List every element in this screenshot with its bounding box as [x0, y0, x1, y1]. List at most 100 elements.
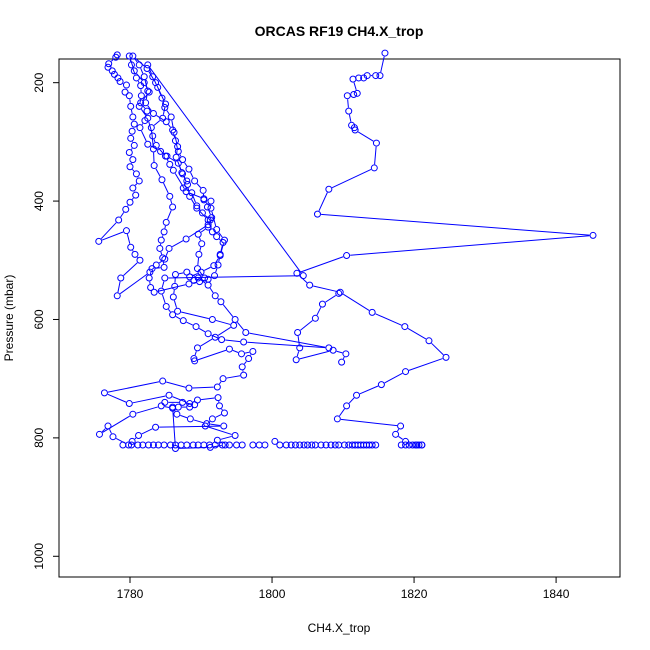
plot-frame — [58, 58, 621, 578]
data-point — [152, 261, 160, 269]
series-line-segment — [226, 375, 241, 379]
series-line-segment — [331, 169, 372, 189]
series-line-segment — [215, 414, 222, 418]
data-point — [143, 64, 151, 72]
data-point — [311, 314, 319, 322]
series-line-segment — [178, 272, 184, 275]
series-line-segment — [220, 435, 232, 440]
series-line-segment — [198, 210, 206, 218]
data-point — [104, 63, 112, 71]
data-point — [179, 317, 187, 325]
series-line-segment — [167, 210, 172, 220]
data-point — [333, 415, 341, 423]
data-point — [198, 240, 206, 248]
data-point — [147, 284, 155, 292]
x-axis: 1780 1800 1820 1840 — [117, 577, 570, 601]
data-point — [360, 74, 368, 82]
series-line-segment — [318, 192, 328, 212]
series-line-segment — [179, 154, 182, 157]
series-line-segment — [140, 68, 144, 74]
data-point — [128, 127, 136, 135]
series-line-segment — [132, 395, 166, 404]
series-line-segment — [157, 284, 186, 292]
data-point — [213, 383, 221, 391]
series-line-segment — [164, 225, 166, 229]
data-point — [335, 289, 343, 297]
data-point — [240, 371, 248, 379]
data-point — [214, 394, 222, 402]
data-point — [292, 356, 300, 364]
series-line-segment — [144, 80, 148, 88]
data-point — [122, 227, 130, 235]
series-line-segment — [192, 195, 196, 203]
series-line-segment — [350, 235, 590, 256]
data-point — [129, 410, 137, 418]
series-line-segment — [142, 94, 148, 101]
series-line-segment — [163, 182, 169, 194]
data-point — [372, 139, 380, 147]
series-line-segment — [192, 386, 214, 389]
series-line-segment — [141, 130, 147, 142]
data-point — [159, 377, 167, 385]
series-line-segment — [174, 173, 185, 189]
data-point — [149, 132, 157, 140]
x-tick-label: 1800 — [259, 587, 286, 601]
data-point — [131, 250, 139, 258]
y-tick-label: 1000 — [32, 543, 46, 570]
data-point — [221, 441, 229, 449]
data-point — [127, 61, 135, 69]
data-point — [161, 398, 169, 406]
data-point — [130, 141, 138, 149]
data-point — [242, 329, 250, 337]
data-point — [376, 72, 384, 80]
series-line-segment — [100, 222, 117, 240]
series-line-segment — [141, 428, 153, 435]
series-line-segment — [111, 59, 114, 62]
series-line-segment — [168, 124, 171, 128]
data-point — [296, 441, 304, 449]
data-point — [193, 204, 201, 212]
data-point — [105, 60, 113, 68]
data-point — [161, 104, 169, 112]
data-point — [370, 164, 378, 172]
data-point — [132, 170, 140, 178]
series-line-segment — [107, 393, 127, 403]
data-point — [115, 216, 123, 224]
data-point — [186, 192, 194, 200]
data-point — [331, 441, 339, 449]
series-line-segment — [129, 59, 134, 68]
x-tick-label: 1780 — [117, 587, 144, 601]
data-point — [143, 107, 151, 115]
series-line-segment — [147, 105, 152, 111]
series-line-segment — [184, 162, 188, 167]
data-point — [397, 441, 405, 449]
series-line-segment — [225, 339, 241, 343]
data-point — [327, 441, 335, 449]
series-line-segment — [211, 211, 217, 227]
series-line-segment — [375, 313, 402, 326]
series-line-segment — [244, 361, 247, 365]
series-line-segment — [134, 183, 138, 186]
data-point — [135, 61, 143, 69]
series-line-segment — [313, 285, 337, 292]
series-line-segment — [180, 311, 210, 320]
data-point — [204, 223, 212, 231]
series-line-segment — [336, 350, 343, 354]
x-axis-label: CH4.X_trop — [308, 621, 371, 635]
data-point — [169, 311, 177, 319]
data-point — [225, 345, 233, 353]
data-point — [179, 184, 187, 192]
data-point — [353, 89, 361, 97]
data-point — [185, 384, 193, 392]
data-point — [192, 323, 200, 331]
data-point — [166, 160, 174, 168]
series-line-segment — [140, 108, 147, 116]
series-line-segment — [151, 267, 155, 270]
data-point — [142, 99, 150, 107]
data-point — [261, 441, 269, 449]
data-point — [325, 185, 333, 193]
data-point — [174, 159, 182, 167]
series-line-segment — [170, 199, 173, 204]
data-point — [216, 250, 224, 258]
data-point — [238, 441, 246, 449]
